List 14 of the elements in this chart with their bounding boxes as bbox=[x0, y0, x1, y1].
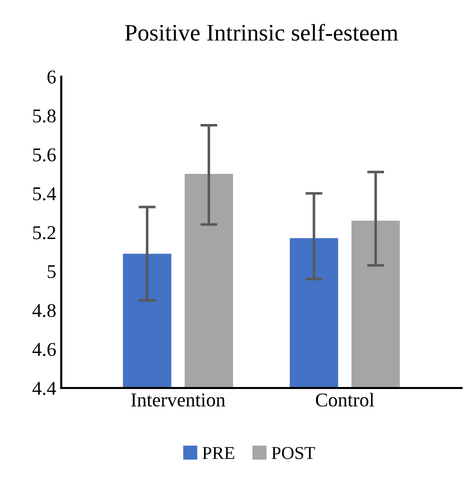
y-tick-label: 6 bbox=[47, 70, 56, 84]
y-tick-label: 5 bbox=[48, 265, 56, 278]
y-tick-label: 5.8 bbox=[33, 109, 56, 123]
x-tick-label: Intervention bbox=[131, 393, 226, 407]
x-tick-label: Control bbox=[316, 392, 374, 407]
y-tick-label: 4.4 bbox=[32, 382, 56, 396]
y-tick-label: 5.4 bbox=[33, 187, 56, 200]
legend-label: POST bbox=[272, 446, 316, 460]
y-tick-label: 4.6 bbox=[32, 342, 56, 356]
chart-title: Positive Intrinsic self-esteem bbox=[125, 24, 398, 41]
y-tick-label: 5.2 bbox=[33, 226, 56, 240]
legend-label: PRE bbox=[202, 447, 234, 459]
y-tick-label: 5.6 bbox=[33, 148, 56, 162]
y-tick-label: 4.8 bbox=[32, 304, 56, 318]
